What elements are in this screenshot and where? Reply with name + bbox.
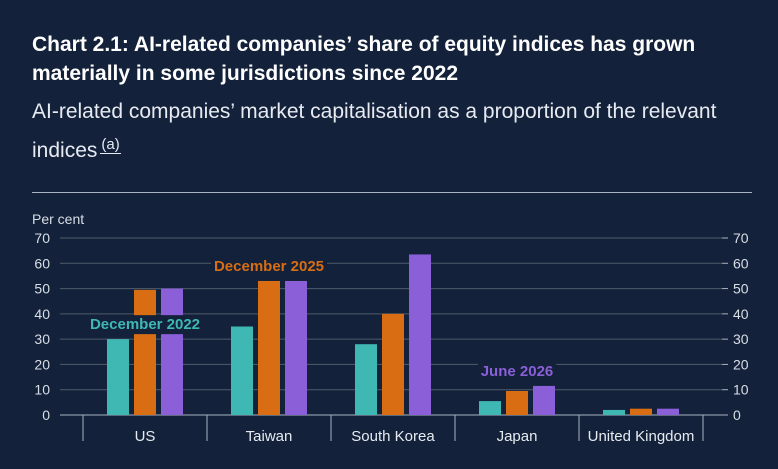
bar xyxy=(382,313,404,415)
chart-subtitle: AI-related companies’ market capitalisat… xyxy=(32,92,752,170)
y-tick-label: 50 xyxy=(34,281,50,297)
series-annotation: June 2026 xyxy=(481,363,554,380)
footnote-marker[interactable]: (a) xyxy=(100,136,121,154)
y-axis-label: Per cent xyxy=(32,211,84,227)
y-tick-label: 60 xyxy=(34,255,50,271)
y-tick-label-right: 60 xyxy=(733,255,749,271)
bars xyxy=(107,254,679,415)
bar xyxy=(258,280,280,415)
x-axis: US Taiwan South Korea Japan United Kingdom xyxy=(60,414,722,445)
bar xyxy=(506,390,528,415)
bar xyxy=(231,326,253,415)
y-tick-label-right: 70 xyxy=(733,230,749,246)
y-tick-label-right: 50 xyxy=(733,281,749,297)
chart-title: Chart 2.1: AI-related companies’ share o… xyxy=(32,33,696,85)
subtitle-text: AI-related companies’ market capitalisat… xyxy=(32,100,717,162)
bar xyxy=(533,385,555,415)
y-tick-label: 10 xyxy=(34,382,50,398)
y-tick-label: 30 xyxy=(34,331,50,347)
bar xyxy=(134,289,156,415)
series-annotations: December 2022 December 2025 June 2026 xyxy=(86,256,557,381)
x-tick-label: US xyxy=(135,428,156,445)
bar xyxy=(355,344,377,415)
bar xyxy=(479,401,501,415)
y-tick-label: 20 xyxy=(34,356,50,372)
annotation-background xyxy=(477,361,557,381)
series-annotation: December 2022 xyxy=(90,316,200,333)
annotation-background xyxy=(210,256,328,276)
bar xyxy=(657,408,679,415)
y-tick-label: 40 xyxy=(34,306,50,322)
bar xyxy=(603,409,625,415)
y-axis-left: 0 10 20 30 40 50 60 70 xyxy=(34,230,50,423)
y-tick-label: 0 xyxy=(42,407,50,423)
annotation-background xyxy=(86,315,204,335)
bar xyxy=(107,339,129,415)
bar xyxy=(285,280,307,415)
series-annotation: December 2025 xyxy=(214,258,324,275)
bar xyxy=(161,288,183,415)
y-tick-label-right: 40 xyxy=(733,306,749,322)
x-tick-label: United Kingdom xyxy=(588,428,695,445)
y-tick-label-right: 0 xyxy=(733,407,741,423)
y-axis-right: 0 10 20 30 40 50 60 70 xyxy=(722,230,749,423)
y-tick-label-right: 20 xyxy=(733,356,749,372)
header-divider xyxy=(32,192,752,193)
bar xyxy=(630,408,652,415)
x-tick-label: Taiwan xyxy=(246,428,293,445)
bar xyxy=(409,254,431,415)
y-tick-label-right: 10 xyxy=(733,382,749,398)
x-tick-label: Japan xyxy=(497,428,538,445)
y-tick-label-right: 30 xyxy=(733,331,749,347)
x-tick-label: South Korea xyxy=(351,428,435,445)
y-tick-label: 70 xyxy=(34,230,50,246)
